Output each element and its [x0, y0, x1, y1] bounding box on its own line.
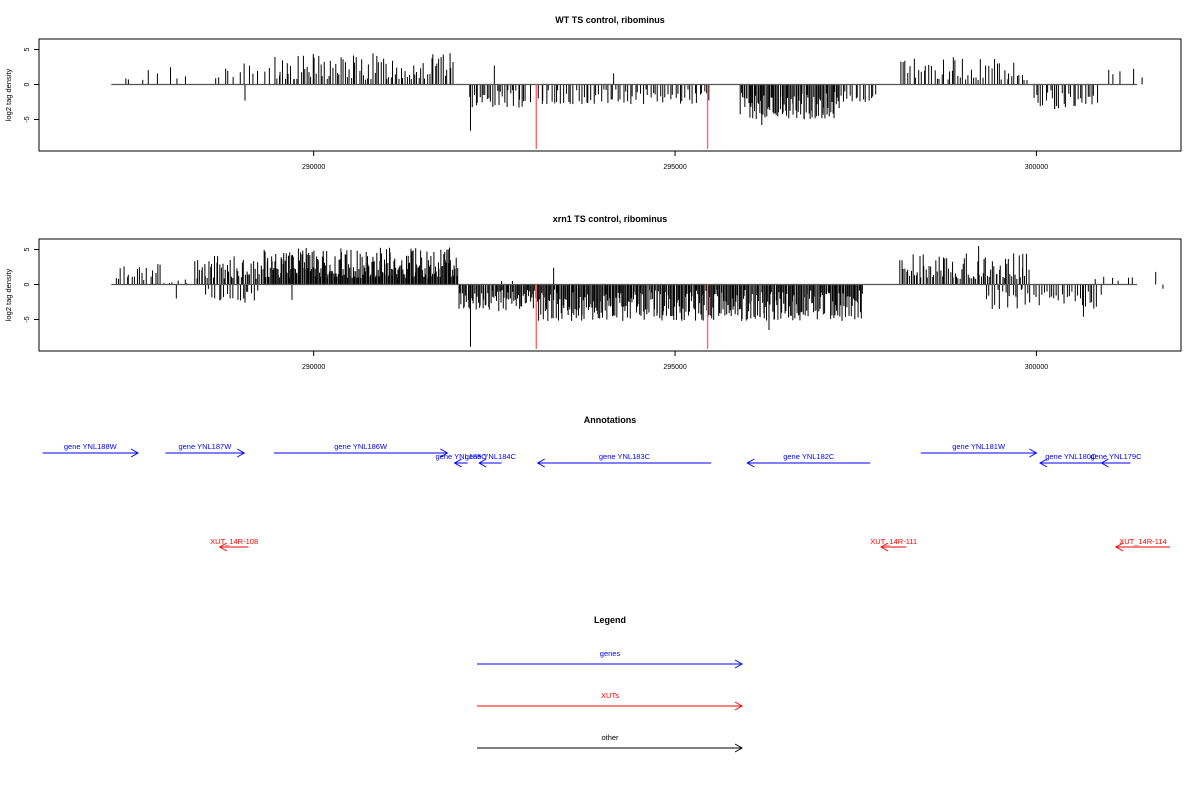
legend-items: genes XUTs other [477, 649, 744, 753]
xut-label: XUT_14R-108 [210, 537, 258, 546]
xrn1-y-tick-label: -5 [24, 316, 31, 322]
wt-y-axis-label: log2 tag density [4, 68, 13, 121]
legend: Legend genes XUTs other [477, 615, 744, 753]
wt-bars [111, 53, 1143, 149]
gene-arrow [453, 458, 468, 468]
gene-label: gene YNL181W [952, 442, 1006, 451]
annotation-features: gene YNL188W gene YNL187W gene YNL186W gene… [42, 442, 1170, 552]
xrn1-bars [111, 246, 1164, 349]
legend-arrow [477, 701, 744, 711]
xrn1-density-panel: xrn1 TS control, ribominus 5 0 -5 290000 295… [4, 214, 1182, 371]
xut-label: XUT_14R-114 [1119, 537, 1166, 546]
gene-label: gene YNL187W [178, 442, 232, 451]
wt-y-tick-label: -5 [24, 116, 31, 122]
gene-arrow [273, 448, 449, 458]
xrn1-panel-title: xrn1 TS control, ribominus [553, 214, 668, 224]
wt-x-tick-label: 295000 [663, 164, 686, 171]
xrn1-y-axis-label: log2 tag density [4, 268, 13, 321]
legend-label: XUTs [601, 691, 619, 700]
wt-density-panel: WT TS control, ribominus 5 0 -5 290000 29500… [4, 15, 1182, 171]
wt-x-tick-label: 290000 [302, 164, 325, 171]
gene-arrow [1100, 458, 1131, 468]
xut-arrow [1114, 542, 1170, 552]
gene-arrow [920, 448, 1038, 458]
legend-arrow [477, 659, 744, 669]
gene-label: gene YNL180C [1045, 452, 1097, 461]
legend-label: other [601, 733, 619, 742]
wt-x-tick-label: 300000 [1025, 164, 1048, 171]
xrn1-y-tick-label: 5 [24, 247, 31, 251]
legend-title: Legend [594, 615, 626, 625]
gene-arrow [746, 458, 871, 468]
xrn1-axes: 5 0 -5 290000 295000 300000 [24, 247, 1048, 371]
annotations-track: Annotations gene YNL188W gene YNL187W gene… [42, 415, 1170, 552]
gene-label: gene YNL179C [1090, 452, 1142, 461]
wt-plot-frame [38, 38, 1182, 152]
xrn1-x-tick-label: 300000 [1025, 364, 1048, 371]
xrn1-y-tick-label: 0 [24, 282, 31, 286]
gene-label: gene YNL188W [64, 442, 118, 451]
annotations-title: Annotations [584, 415, 637, 425]
gene-label: gene YNL182C [783, 452, 835, 461]
gene-arrow [536, 458, 712, 468]
wt-axes: 5 0 -5 290000 295000 300000 [24, 47, 1048, 171]
legend-arrow [477, 743, 744, 753]
gene-label: gene YNL184C [465, 452, 517, 461]
gene-arrow [478, 458, 502, 468]
wt-y-tick-label: 0 [24, 82, 31, 86]
gene-arrow [165, 448, 246, 458]
xut-arrow [880, 542, 907, 552]
xrn1-x-tick-label: 290000 [302, 364, 325, 371]
gene-arrow [1039, 458, 1102, 468]
wt-panel-title: WT TS control, ribominus [555, 15, 665, 25]
legend-label: genes [600, 649, 621, 658]
gene-label: gene YNL186W [334, 442, 388, 451]
xrn1-x-tick-label: 295000 [663, 364, 686, 371]
xrn1-plot-frame [38, 238, 1182, 352]
xut-label: XUT_14R-111 [870, 537, 917, 546]
xut-arrow [218, 542, 249, 552]
wt-y-tick-label: 5 [24, 47, 31, 51]
gene-label: gene YNL183C [599, 452, 651, 461]
gene-label: gene YNL185C [436, 452, 488, 461]
gene-arrow [42, 448, 140, 458]
